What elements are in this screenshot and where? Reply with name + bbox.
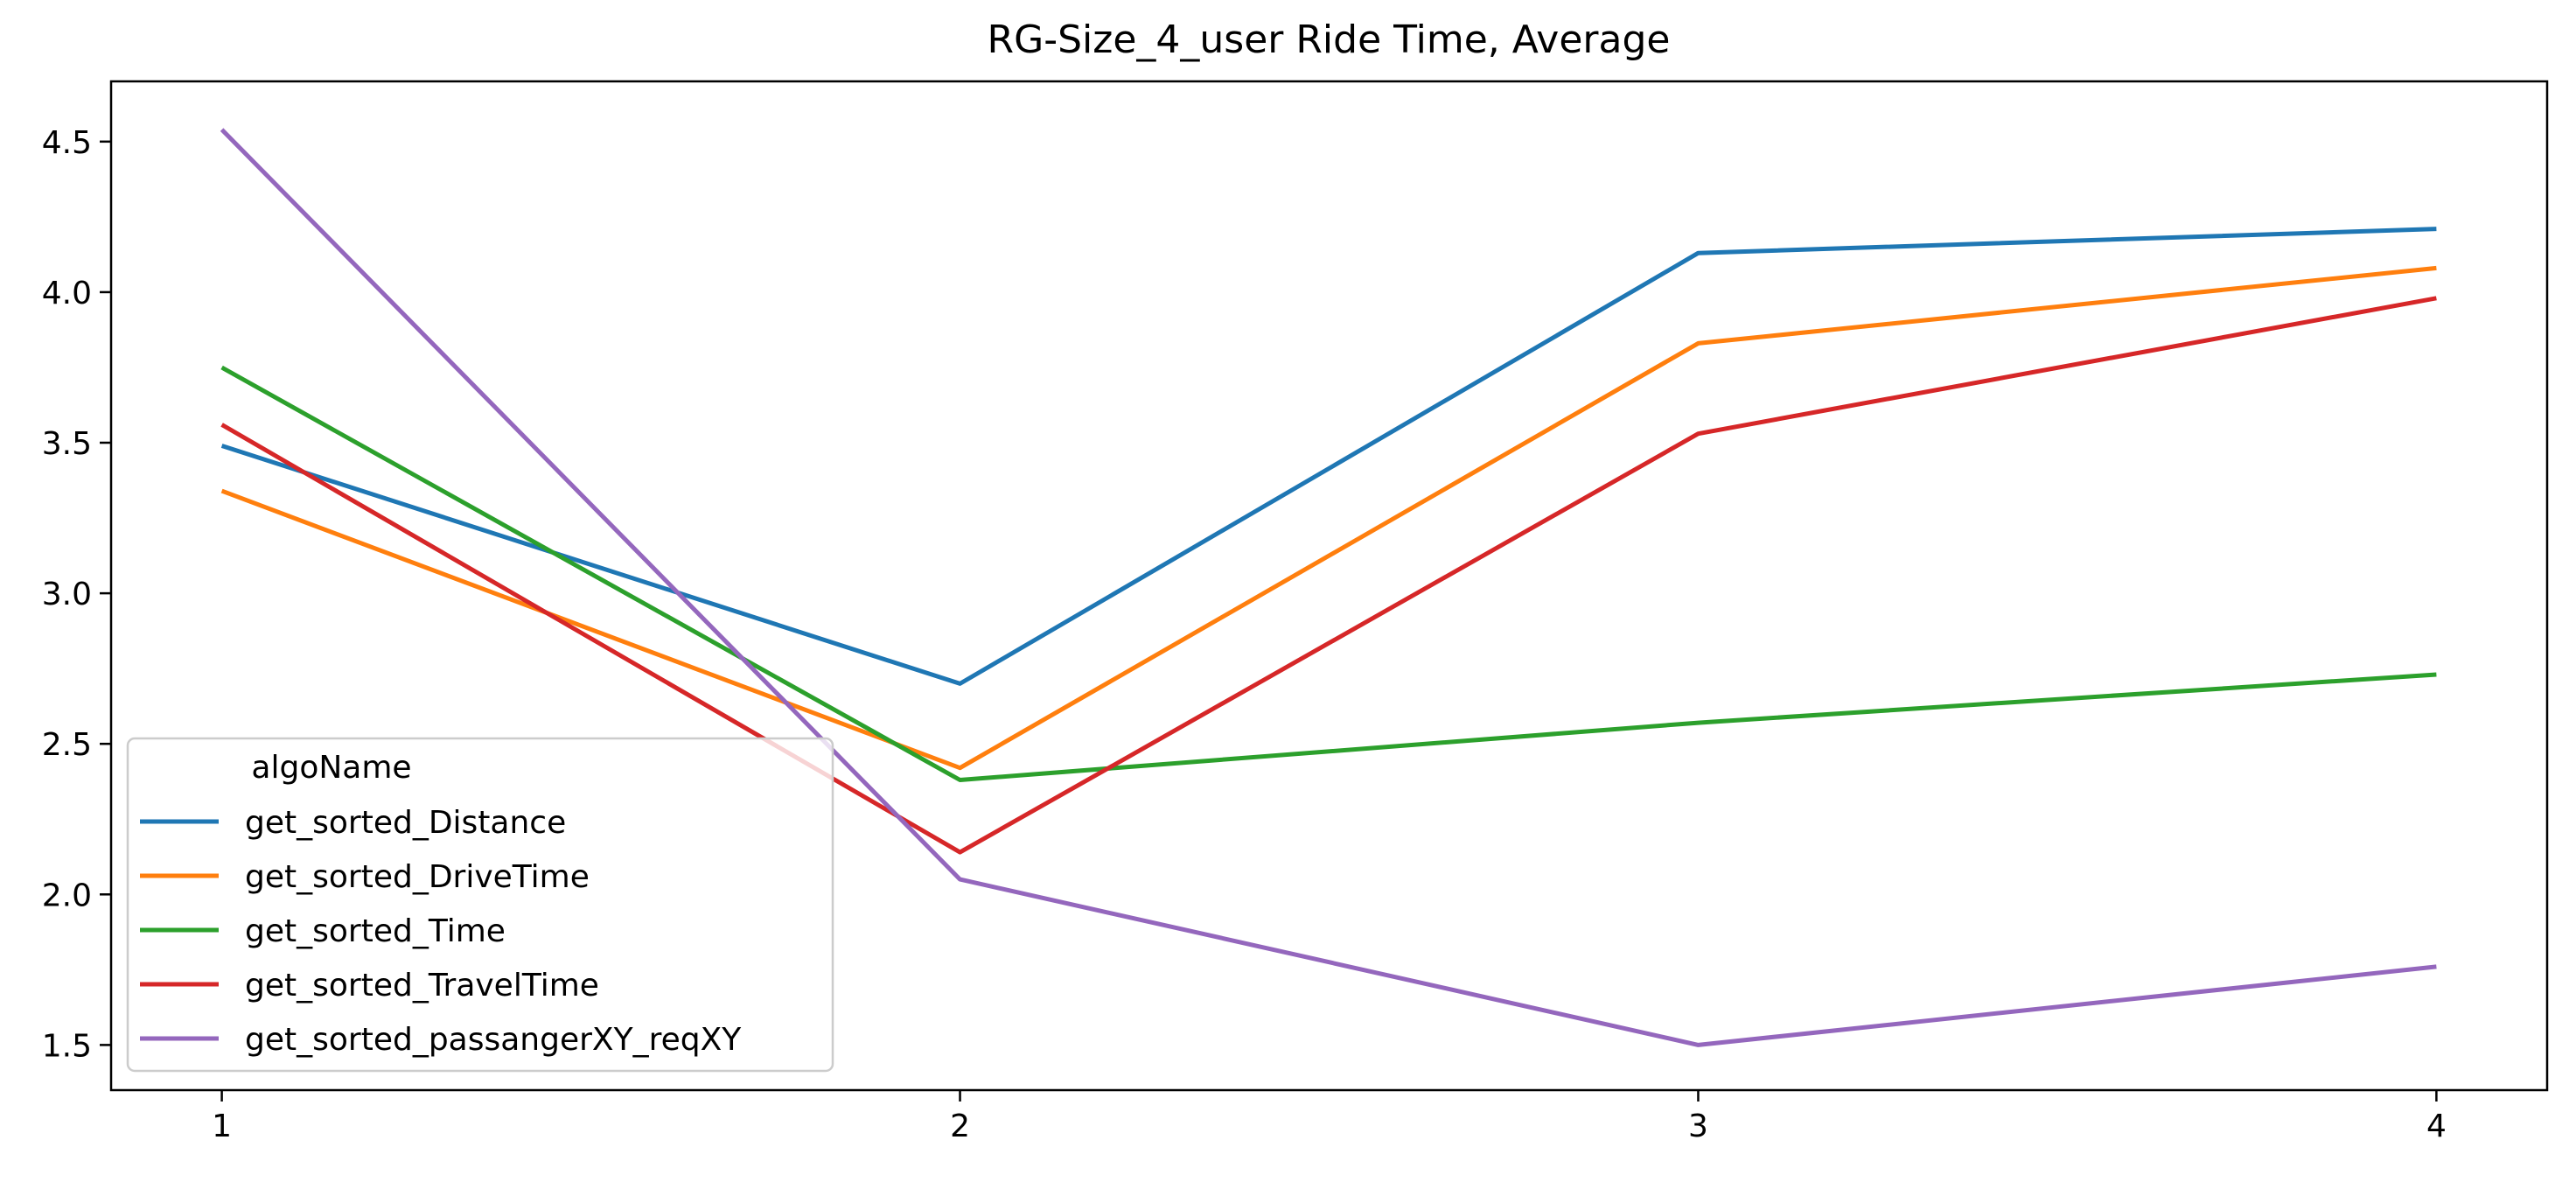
x-tick-label: 4 [2426, 1109, 2447, 1144]
x-tick-label: 1 [212, 1109, 232, 1144]
legend: algoName get_sorted_Distance get_sorted_Dr… [126, 737, 834, 1073]
y-tick-label: 2.0 [42, 878, 92, 913]
series-line-4 [220, 128, 2437, 1047]
series-line-1 [220, 265, 2437, 771]
legend-label-0: get_sorted_Distance [245, 805, 566, 841]
legend-label-2: get_sorted_Time [245, 913, 506, 949]
legend-label-4: get_sorted_passangerXY_reqXY [245, 1022, 742, 1058]
x-tick-label: 3 [1688, 1109, 1708, 1144]
series-layer [220, 128, 2437, 1047]
axes-layer: 1 2 3 4 1.5 2.0 2.5 3.0 3.5 4.0 4.5 [42, 80, 2549, 1144]
y-tick-label: 1.5 [42, 1028, 92, 1064]
y-tick-label: 3.5 [42, 426, 92, 462]
legend-label-3: get_sorted_TravelTime [245, 968, 599, 1004]
series-line-2 [220, 365, 2437, 782]
legend-title: algoName [251, 750, 411, 786]
y-tick-label: 2.5 [42, 727, 92, 763]
chart-title: RG-Size_4_user Ride Time, Average [988, 17, 1671, 62]
legend-box [126, 737, 834, 1073]
legend-label-1: get_sorted_DriveTime [245, 859, 590, 895]
y-tick-label: 3.0 [42, 577, 92, 612]
series-line-0 [220, 227, 2437, 686]
y-tick-label: 4.5 [42, 125, 92, 161]
y-tick-label: 4.0 [42, 276, 92, 311]
x-tick-label: 2 [950, 1109, 970, 1144]
plot-frame [109, 80, 2549, 1092]
series-line-3 [220, 296, 2437, 855]
